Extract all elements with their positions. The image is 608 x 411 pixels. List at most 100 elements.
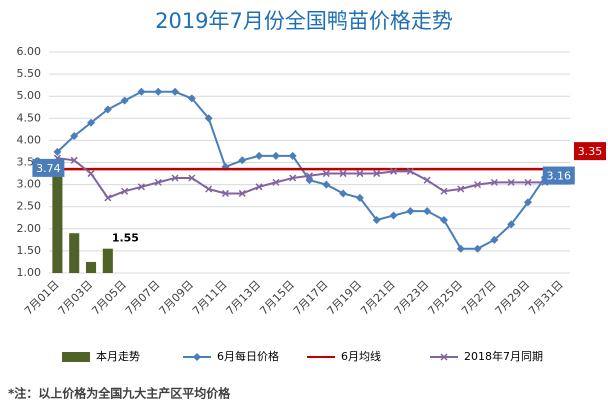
- y-tick-label: 2.00: [17, 222, 42, 235]
- bar: [102, 248, 113, 273]
- x-tick-label: 7月31日: [526, 278, 566, 318]
- x-tick-label: 7月21日: [358, 278, 398, 318]
- bar: [69, 233, 80, 273]
- marker: [171, 174, 179, 182]
- marker: [389, 211, 398, 220]
- marker: [474, 181, 482, 189]
- marker: [339, 170, 347, 178]
- marker: [255, 183, 263, 191]
- marker: [121, 187, 129, 195]
- marker: [187, 94, 196, 103]
- y-tick-label: 4.00: [17, 133, 42, 146]
- marker: [490, 235, 499, 244]
- x-tick-label: 7月07日: [123, 278, 163, 318]
- legend-label: 6月每日价格: [217, 349, 279, 363]
- marker: [104, 194, 112, 202]
- footnote: *注：以上价格为全国九大主产区平均价格: [8, 386, 231, 401]
- x-tick-label: 7月17日: [291, 278, 331, 318]
- legend-label: 6月均线: [341, 349, 381, 363]
- data-label: 3.74: [36, 162, 61, 175]
- marker: [53, 147, 62, 156]
- marker: [204, 114, 213, 123]
- marker: [271, 151, 280, 160]
- x-tick-label: 7月01日: [22, 278, 62, 318]
- data-label-box: [574, 142, 606, 161]
- bar: [85, 261, 97, 273]
- marker: [524, 178, 532, 186]
- marker: [523, 198, 532, 207]
- x-tick-label: 7月11日: [190, 278, 230, 318]
- x-tick-label: 7月13日: [224, 278, 264, 318]
- marker: [355, 193, 364, 202]
- marker: [322, 180, 331, 189]
- marker: [188, 174, 196, 182]
- legend-marker: [440, 353, 448, 361]
- marker: [154, 87, 163, 96]
- marker: [288, 151, 297, 160]
- y-tick-label: 4.50: [17, 111, 42, 124]
- x-tick-label: 7月05日: [89, 278, 129, 318]
- marker: [272, 178, 280, 186]
- marker: [322, 170, 330, 178]
- y-tick-label: 3.00: [17, 178, 42, 191]
- legend-swatch: [62, 352, 90, 362]
- marker: [507, 178, 515, 186]
- marker: [372, 215, 381, 224]
- data-label-box: [32, 158, 65, 177]
- marker: [456, 244, 465, 253]
- data-label: 3.35: [578, 145, 603, 158]
- y-tick-label: 2.50: [17, 200, 42, 213]
- data-label-box: [542, 166, 575, 185]
- x-tick-label: 7月15日: [257, 278, 297, 318]
- x-tick-label: 7月19日: [325, 278, 365, 318]
- marker: [137, 183, 145, 191]
- x-tick-label: 7月09日: [156, 278, 196, 318]
- marker: [423, 207, 432, 216]
- marker: [238, 156, 247, 165]
- x-tick-label: 7月29日: [493, 278, 533, 318]
- marker: [137, 87, 146, 96]
- marker: [439, 215, 448, 224]
- marker: [205, 185, 213, 193]
- x-tick-label: 7月27日: [459, 278, 499, 318]
- x-tick-label: 7月03日: [56, 278, 96, 318]
- x-tick-label: 7月25日: [425, 278, 465, 318]
- legend-label: 2018年7月同期: [464, 349, 543, 363]
- marker: [70, 131, 79, 140]
- x-tick-label: 7月23日: [392, 278, 432, 318]
- marker: [356, 170, 364, 178]
- marker: [373, 170, 381, 178]
- marker: [70, 156, 78, 164]
- marker: [255, 151, 264, 160]
- legend-marker: [193, 353, 201, 361]
- marker: [473, 244, 482, 253]
- data-label: 1.55: [112, 232, 139, 245]
- bar: [52, 171, 63, 273]
- marker: [305, 172, 314, 180]
- marker: [103, 105, 112, 114]
- data-label: 3.16: [547, 170, 572, 183]
- marker: [289, 174, 297, 182]
- legend-label: 本月走势: [96, 349, 140, 363]
- marker: [440, 187, 448, 195]
- marker: [490, 178, 498, 186]
- marker: [87, 118, 96, 127]
- marker: [406, 207, 415, 216]
- marker: [238, 189, 246, 197]
- marker: [154, 178, 162, 186]
- marker: [120, 96, 129, 105]
- marker: [406, 167, 414, 175]
- marker: [87, 170, 95, 178]
- y-tick-label: 5.50: [17, 67, 42, 80]
- chart-title: 2019年7月份全国鸭苗价格走势: [155, 9, 453, 33]
- marker: [339, 189, 348, 198]
- marker: [221, 189, 229, 197]
- marker: [507, 220, 516, 229]
- marker: [390, 167, 398, 175]
- marker: [457, 185, 465, 193]
- y-tick-label: 1.50: [17, 244, 42, 257]
- marker: [171, 87, 180, 96]
- y-tick-label: 6.00: [17, 45, 42, 58]
- y-tick-label: 5.00: [17, 89, 42, 102]
